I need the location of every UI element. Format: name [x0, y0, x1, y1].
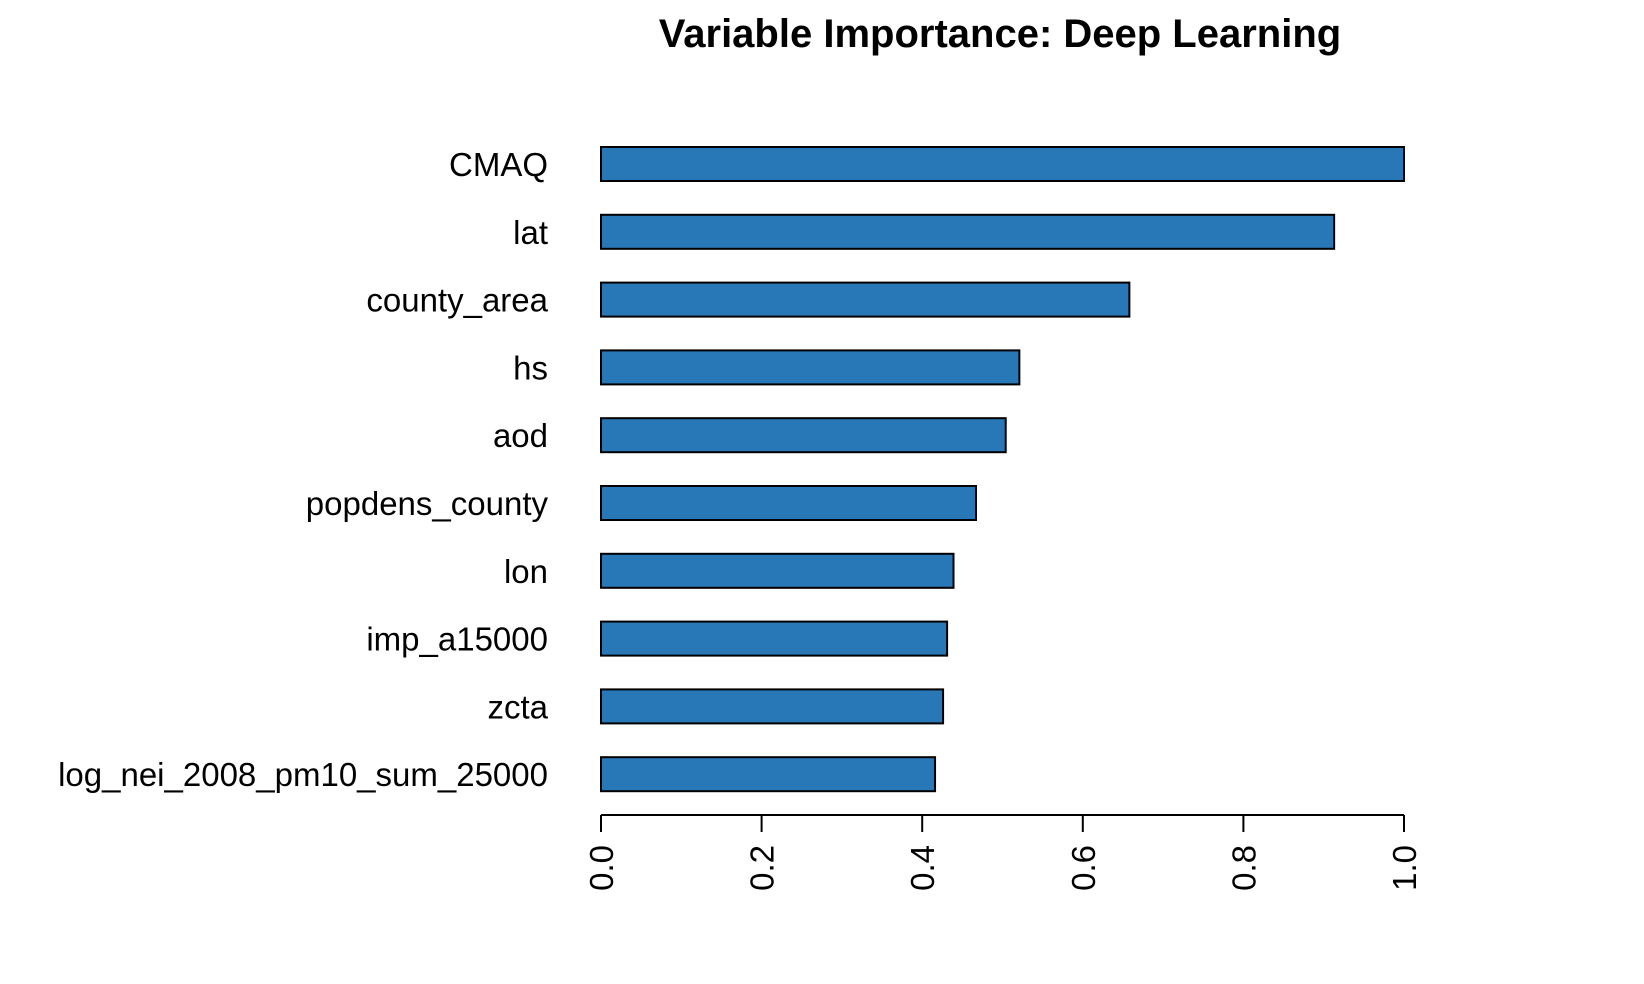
bar-lon [600, 552, 955, 589]
bar-popdens_county [600, 485, 978, 521]
x-tick-label: 0.2 [744, 845, 781, 891]
category-label: log_nei_2008_pm10_sum_25000 [58, 756, 548, 793]
category-label: county_area [366, 282, 548, 319]
bar-CMAQ [600, 146, 1405, 182]
bar-aod [600, 417, 1007, 454]
x-tick-label: 0.8 [1225, 845, 1262, 891]
x-tick-label: 0.4 [904, 845, 941, 891]
category-label: lon [504, 553, 548, 590]
x-tick-label: 0.6 [1065, 845, 1102, 891]
bar-lat [600, 213, 1336, 250]
category-label: zcta [487, 688, 548, 725]
bar-imp_a15000 [600, 620, 949, 657]
category-label: imp_a15000 [366, 621, 548, 658]
x-tick-label: 1.0 [1386, 845, 1423, 891]
bar-hs [600, 349, 1021, 386]
category-label: hs [513, 349, 548, 386]
bars-group [600, 146, 1405, 793]
category-label: CMAQ [449, 146, 548, 183]
x-tick-label: 0.0 [583, 845, 620, 891]
x-axis: 0.0 0.2 0.4 0.6 0.8 1.0 [583, 814, 1423, 891]
bar-zcta [600, 688, 945, 725]
category-label: aod [493, 417, 548, 454]
chart-title: Variable Importance: Deep Learning [659, 12, 1341, 56]
category-label: popdens_county [306, 485, 549, 522]
bar-log_nei_2008_pm10_sum_25000 [600, 756, 937, 793]
bar-county_area [600, 281, 1131, 318]
category-label: lat [513, 214, 548, 251]
